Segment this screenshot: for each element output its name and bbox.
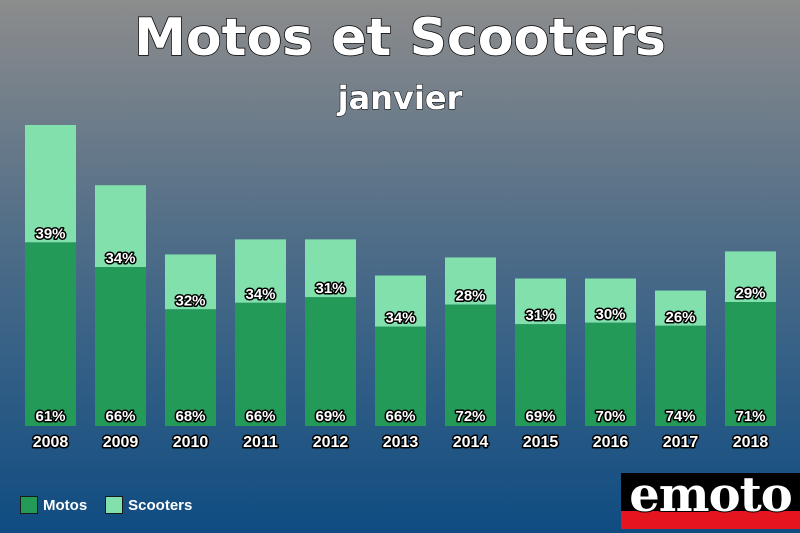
bar-scooters-2009 bbox=[95, 185, 146, 268]
bar-motos-2018 bbox=[725, 302, 776, 426]
data-label-motos-2018: 71% bbox=[735, 408, 765, 425]
emoto-logo[interactable]: emoto bbox=[621, 473, 800, 529]
logo-red-band bbox=[621, 511, 800, 529]
bar-scooters-2013 bbox=[375, 275, 426, 327]
legend-item-motos[interactable]: Motos bbox=[20, 496, 87, 514]
data-label-scooters-2013: 34% bbox=[385, 310, 415, 327]
x-tick-label-2017: 2017 bbox=[663, 434, 699, 451]
legend: Motos Scooters bbox=[20, 496, 210, 514]
bar-motos-2015 bbox=[515, 324, 566, 426]
bar-motos-2016 bbox=[585, 322, 636, 426]
bar-motos-2017 bbox=[655, 325, 706, 426]
data-label-scooters-2016: 30% bbox=[595, 306, 625, 323]
bar-motos-2009 bbox=[95, 267, 146, 426]
legend-label-motos: Motos bbox=[43, 496, 88, 514]
legend-label-scooters: Scooters bbox=[128, 496, 193, 514]
data-label-scooters-2017: 26% bbox=[665, 309, 695, 326]
data-label-scooters-2008: 39% bbox=[35, 225, 65, 242]
x-tick-label-2015: 2015 bbox=[523, 434, 559, 451]
data-label-motos-2017: 74% bbox=[665, 408, 695, 425]
bar-scooters-2017 bbox=[655, 290, 706, 326]
logo-text: emoto bbox=[628, 473, 794, 524]
data-label-scooters-2012: 31% bbox=[315, 280, 345, 297]
chart-title: Motos et Scooters bbox=[133, 7, 666, 69]
bar-motos-2010 bbox=[165, 309, 216, 426]
bar-motos-2008 bbox=[25, 242, 76, 426]
x-tick-label-2014: 2014 bbox=[453, 434, 489, 451]
data-label-motos-2009: 66% bbox=[105, 408, 135, 425]
data-label-scooters-2015: 31% bbox=[525, 307, 555, 324]
data-label-motos-2012: 69% bbox=[315, 408, 345, 425]
x-tick-label-2016: 2016 bbox=[593, 434, 629, 451]
data-label-motos-2010: 68% bbox=[175, 408, 205, 425]
data-label-motos-2013: 66% bbox=[385, 408, 415, 425]
bar-scooters-2014 bbox=[445, 257, 496, 305]
chart-subtitle: janvier bbox=[337, 79, 463, 118]
x-tick-label-2011: 2011 bbox=[243, 434, 278, 451]
bar-motos-2011 bbox=[235, 302, 286, 426]
data-label-motos-2015: 69% bbox=[525, 408, 555, 425]
data-label-scooters-2010: 32% bbox=[175, 292, 205, 309]
legend-item-scooters[interactable]: Scooters bbox=[105, 496, 192, 514]
x-tick-label-2013: 2013 bbox=[383, 434, 419, 451]
bar-scooters-2008 bbox=[25, 125, 76, 243]
data-label-scooters-2018: 29% bbox=[735, 285, 765, 302]
bar-scooters-2016 bbox=[585, 278, 636, 323]
data-label-motos-2008: 61% bbox=[35, 408, 65, 425]
bar-scooters-2011 bbox=[235, 239, 286, 303]
bar-motos-2012 bbox=[305, 297, 356, 426]
data-label-scooters-2009: 34% bbox=[105, 250, 135, 267]
bar-scooters-2010 bbox=[165, 254, 216, 310]
data-label-scooters-2014: 28% bbox=[455, 288, 485, 305]
x-tick-label-2010: 2010 bbox=[173, 434, 209, 451]
bar-motos-2013 bbox=[375, 326, 426, 426]
x-tick-label-2018: 2018 bbox=[733, 434, 769, 451]
data-label-motos-2011: 66% bbox=[245, 408, 275, 425]
x-tick-label-2012: 2012 bbox=[313, 434, 349, 451]
data-label-motos-2016: 70% bbox=[595, 408, 625, 425]
bar-scooters-2018 bbox=[725, 251, 776, 303]
data-label-motos-2014: 72% bbox=[455, 408, 485, 425]
legend-swatch-motos bbox=[20, 496, 38, 514]
data-label-scooters-2011: 34% bbox=[245, 286, 275, 303]
x-tick-label-2008: 2008 bbox=[33, 434, 69, 451]
x-tick-label-2009: 2009 bbox=[103, 434, 139, 451]
legend-swatch-scooters bbox=[105, 496, 124, 514]
bar-scooters-2015 bbox=[515, 278, 566, 325]
bar-scooters-2012 bbox=[305, 239, 356, 298]
bar-motos-2014 bbox=[445, 304, 496, 426]
